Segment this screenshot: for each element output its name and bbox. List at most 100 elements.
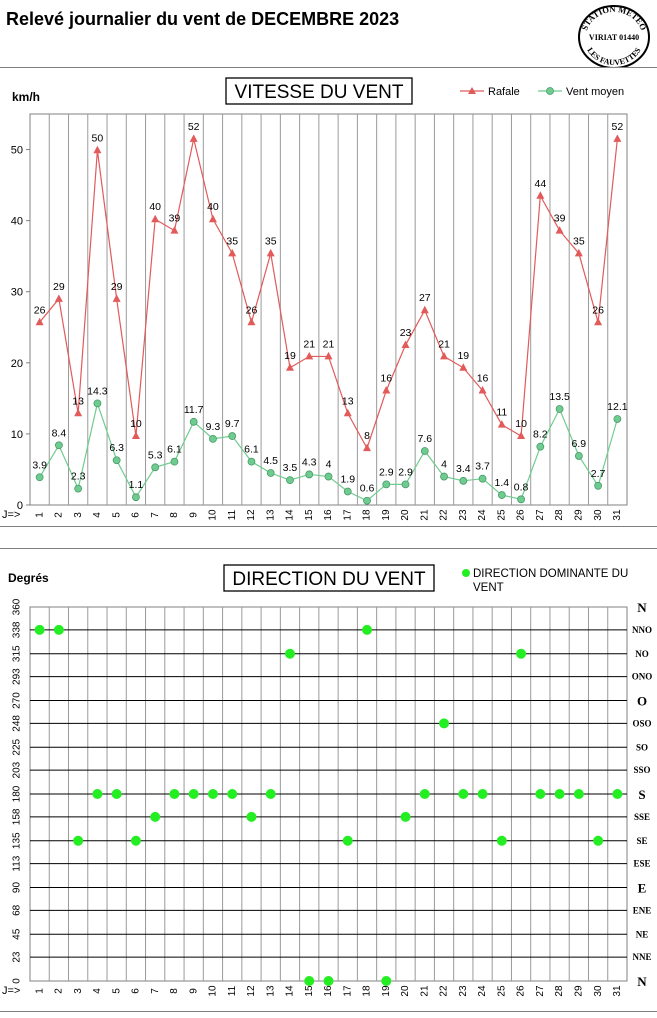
compass-label: N <box>637 600 647 615</box>
stamp-bottom-text: LES FAUVETTES <box>585 46 643 68</box>
x-tick-label: 6 <box>131 988 142 994</box>
y-tick-label: 180 <box>12 785 23 802</box>
x-tick-label: 2 <box>54 988 65 994</box>
data-label-rafale: 21 <box>323 338 335 350</box>
data-label-rafale: 50 <box>92 132 104 144</box>
data-label-vent-moyen: 14.3 <box>87 385 108 397</box>
y-tick-label: 113 <box>12 855 23 871</box>
data-point-vent-moyen <box>189 417 198 426</box>
x-tick-label: 22 <box>439 985 450 997</box>
data-label-rafale: 13 <box>342 395 354 407</box>
data-label-rafale: 23 <box>400 327 412 339</box>
data-point-direction <box>188 789 199 799</box>
compass-label: E <box>638 881 647 896</box>
data-label-vent-moyen: 4.5 <box>263 455 278 467</box>
y-tick-label: 0 <box>17 500 23 512</box>
data-point-rafale <box>74 408 83 417</box>
x-tick-label: 9 <box>188 988 199 994</box>
data-label-vent-moyen: 7.6 <box>417 433 432 445</box>
data-label-rafale: 16 <box>477 373 489 385</box>
x-tick-label: 21 <box>419 509 430 521</box>
data-point-direction <box>573 789 584 799</box>
x-tick-label: 29 <box>573 985 584 997</box>
y-axis-label: km/h <box>12 90 40 104</box>
data-label-rafale: 40 <box>207 201 219 213</box>
data-label-vent-moyen: 6.9 <box>572 438 587 450</box>
data-point-vent-moyen <box>266 469 275 477</box>
x-tick-label: 8 <box>169 512 180 518</box>
x-tick-label: 27 <box>535 509 546 521</box>
data-label-rafale: 35 <box>573 235 585 247</box>
data-point-vent-moyen <box>382 480 391 489</box>
data-point-direction <box>516 648 527 659</box>
page-title: Relevé journalier du vent de DECEMBRE 20… <box>6 9 400 29</box>
data-label-rafale: 21 <box>303 338 315 350</box>
x-tick-label: 21 <box>419 985 430 997</box>
compass-label: NNE <box>632 952 651 962</box>
legend-marker <box>468 87 476 94</box>
x-tick-label: 14 <box>285 985 296 997</box>
x-tick-label: 18 <box>362 509 373 521</box>
data-label-vent-moyen: 9.7 <box>225 418 240 430</box>
data-point-rafale <box>420 305 429 314</box>
data-point-direction <box>130 835 141 846</box>
data-point-direction <box>458 789 469 799</box>
y-tick-label: 315 <box>12 645 23 662</box>
compass-label: ENE <box>633 905 652 915</box>
data-point-direction <box>150 811 161 822</box>
svg-text:STATION METEO: STATION METEO <box>579 4 649 32</box>
data-label-rafale: 13 <box>72 395 84 407</box>
data-point-vent-moyen <box>343 487 352 496</box>
data-point-direction <box>400 811 411 822</box>
data-point-vent-moyen <box>286 476 294 485</box>
data-point-vent-moyen <box>112 456 121 465</box>
data-point-direction <box>593 835 604 846</box>
y-tick-label: 30 <box>11 287 23 299</box>
data-point-rafale <box>459 363 468 371</box>
data-point-direction <box>73 835 84 846</box>
data-label-rafale: 10 <box>515 418 527 430</box>
data-label-rafale: 40 <box>149 201 161 213</box>
x-tick-label: 19 <box>381 985 392 997</box>
data-label-vent-moyen: 4 <box>441 459 447 471</box>
x-tick-label: 19 <box>381 509 392 521</box>
data-point-rafale <box>208 214 217 223</box>
y-tick-label: 135 <box>12 832 23 849</box>
x-tick-label: 24 <box>477 985 488 997</box>
data-label-vent-moyen: 8.2 <box>533 429 548 441</box>
y-tick-label: 293 <box>12 668 23 685</box>
x-tick-label: 10 <box>208 509 219 521</box>
data-point-vent-moyen <box>324 472 333 481</box>
x-tick-label: 23 <box>458 985 469 997</box>
data-label-vent-moyen: 4 <box>326 459 332 471</box>
data-point-vent-moyen <box>440 472 448 481</box>
y-tick-label: 50 <box>11 145 23 157</box>
data-point-rafale <box>247 317 256 326</box>
data-point-vent-moyen <box>401 480 410 489</box>
data-label-rafale: 26 <box>246 304 258 316</box>
x-tick-label: 13 <box>265 985 276 997</box>
svg-text:LES FAUVETTES: LES FAUVETTES <box>585 46 643 68</box>
data-point-vent-moyen <box>497 491 506 499</box>
compass-label: ONO <box>632 672 653 682</box>
y-tick-label: 45 <box>12 928 23 940</box>
y-tick-label: 338 <box>12 621 23 638</box>
data-point-rafale <box>151 214 160 223</box>
data-point-rafale <box>170 226 179 234</box>
data-label-rafale: 11 <box>496 407 507 419</box>
y-tick-label: 90 <box>12 882 23 894</box>
x-tick-label: 3 <box>73 988 84 994</box>
data-label-vent-moyen: 6.3 <box>109 442 124 454</box>
data-label-vent-moyen: 6.1 <box>167 444 182 456</box>
stamp-top-text: STATION METEO <box>579 4 649 32</box>
data-label-rafale: 21 <box>438 338 450 350</box>
data-label-rafale: 8 <box>364 430 370 442</box>
data-point-direction <box>53 624 64 635</box>
x-tick-label: 8 <box>169 988 180 994</box>
data-label-rafale: 52 <box>188 121 200 133</box>
x-tick-label: 28 <box>554 509 565 521</box>
data-point-vent-moyen <box>536 442 545 451</box>
y-tick-label: 40 <box>11 216 23 228</box>
x-tick-label: 22 <box>439 509 450 521</box>
x-tick-label: 20 <box>400 509 411 521</box>
